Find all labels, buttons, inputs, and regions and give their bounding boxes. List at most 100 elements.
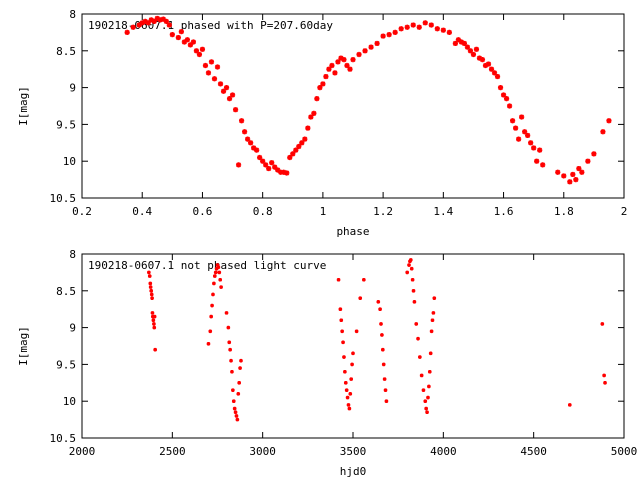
data-point bbox=[248, 140, 254, 146]
data-point bbox=[210, 303, 214, 308]
x-tick-label: 1.4 bbox=[433, 205, 453, 218]
data-point bbox=[284, 170, 290, 176]
y-tick-label: 9 bbox=[69, 82, 76, 95]
data-point bbox=[242, 129, 248, 135]
data-point bbox=[148, 281, 153, 286]
data-point bbox=[139, 20, 145, 26]
data-point bbox=[212, 281, 216, 286]
data-point bbox=[411, 288, 416, 293]
data-point bbox=[223, 85, 230, 91]
data-point bbox=[231, 399, 236, 404]
data-point bbox=[314, 96, 320, 102]
y-tick-label: 10 bbox=[63, 395, 76, 408]
data-point bbox=[509, 118, 516, 124]
x-tick-label: 1.2 bbox=[373, 205, 393, 218]
data-point bbox=[378, 307, 382, 312]
data-point bbox=[461, 40, 468, 47]
y-tick-label: 10 bbox=[63, 155, 76, 168]
data-point bbox=[503, 96, 510, 102]
data-point bbox=[228, 347, 232, 352]
data-point bbox=[418, 355, 422, 359]
data-point bbox=[154, 15, 160, 22]
data-point bbox=[414, 322, 419, 326]
data-point bbox=[149, 288, 154, 293]
data-point bbox=[429, 329, 434, 334]
data-point bbox=[585, 158, 591, 164]
data-point bbox=[432, 296, 437, 300]
y-tick-label: 8 bbox=[69, 8, 76, 21]
data-point bbox=[293, 147, 299, 153]
x-tick-label: 3000 bbox=[249, 445, 276, 458]
axis-ticks: 2000 2500 3000 3500 4000 4500 5000 8 8.5 9 9.5 10 10… bbox=[50, 248, 638, 458]
x-tick-label: 0.8 bbox=[253, 205, 273, 218]
data-point bbox=[427, 384, 431, 389]
data-point bbox=[181, 39, 187, 45]
data-point bbox=[516, 136, 522, 142]
data-point bbox=[384, 399, 389, 404]
data-point bbox=[329, 62, 335, 69]
plot-frame bbox=[81, 253, 625, 439]
data-point bbox=[567, 179, 573, 185]
data-point bbox=[230, 369, 234, 374]
data-point bbox=[202, 62, 209, 69]
data-point bbox=[421, 388, 426, 392]
data-point bbox=[603, 380, 607, 385]
data-point bbox=[341, 57, 347, 63]
data-point bbox=[340, 329, 344, 334]
data-point bbox=[208, 59, 215, 65]
data-point bbox=[561, 173, 567, 179]
data-point bbox=[229, 92, 236, 98]
data-point bbox=[290, 151, 296, 157]
data-point bbox=[422, 20, 428, 26]
x-tick-label: 3500 bbox=[340, 445, 367, 458]
data-point bbox=[347, 406, 352, 411]
data-point bbox=[488, 66, 495, 72]
x-tick-label: 2000 bbox=[69, 445, 96, 458]
data-point bbox=[218, 277, 223, 282]
data-point bbox=[136, 22, 142, 28]
data-point bbox=[178, 29, 184, 35]
data-point bbox=[379, 322, 383, 326]
data-point bbox=[506, 103, 513, 109]
data-point bbox=[205, 70, 212, 76]
data-point bbox=[409, 266, 414, 271]
data-point bbox=[343, 369, 347, 374]
data-point bbox=[405, 270, 410, 275]
data-point bbox=[485, 61, 492, 67]
data-point bbox=[398, 26, 404, 32]
data-point bbox=[482, 62, 489, 69]
data-point bbox=[428, 351, 433, 356]
unphased-light-curve-panel: 190218-0607.1 not phased light curve hjd… bbox=[17, 248, 637, 478]
data-point bbox=[358, 296, 363, 300]
data-point bbox=[380, 33, 386, 39]
data-point bbox=[263, 162, 269, 168]
data-point bbox=[464, 44, 471, 50]
data-point bbox=[229, 358, 233, 363]
x-tick-label: 4000 bbox=[430, 445, 457, 458]
plot-frame bbox=[81, 13, 625, 199]
data-point bbox=[196, 51, 203, 58]
y-tick-label: 10.5 bbox=[50, 432, 77, 445]
y-tick-label: 9 bbox=[69, 322, 76, 335]
data-point bbox=[428, 22, 434, 28]
phased-light-curve-panel: 190218-0607.1 phased with P=207.60day ph… bbox=[17, 8, 627, 238]
y-tick-label: 10.5 bbox=[50, 192, 77, 205]
data-point bbox=[236, 392, 241, 396]
data-point bbox=[187, 42, 193, 48]
data-point bbox=[467, 48, 474, 54]
data-point bbox=[344, 388, 349, 392]
data-point bbox=[160, 16, 166, 22]
y-axis-title: I[mag] bbox=[17, 86, 30, 126]
data-point bbox=[269, 160, 275, 166]
data-point bbox=[386, 32, 392, 38]
data-point bbox=[215, 263, 220, 267]
data-point bbox=[266, 165, 272, 172]
data-point bbox=[528, 140, 534, 146]
data-point bbox=[175, 34, 181, 41]
data-point bbox=[238, 118, 245, 124]
data-point bbox=[311, 110, 317, 116]
data-point bbox=[232, 406, 237, 411]
data-point bbox=[350, 57, 356, 63]
data-point bbox=[214, 266, 219, 271]
